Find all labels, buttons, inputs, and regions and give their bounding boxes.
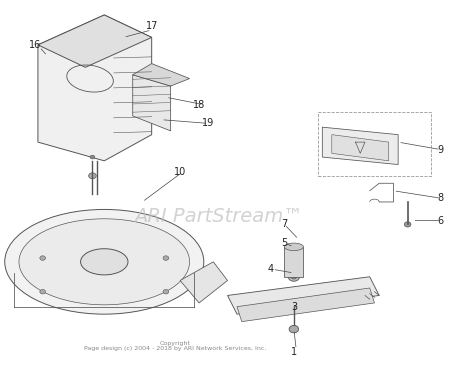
- Circle shape: [289, 325, 299, 333]
- Text: 17: 17: [146, 21, 158, 31]
- Text: 10: 10: [174, 167, 186, 177]
- Text: 19: 19: [202, 119, 215, 128]
- Circle shape: [291, 275, 297, 279]
- Text: Copyright
Page design (c) 2004 - 2018 by ARI Network Services, Inc.: Copyright Page design (c) 2004 - 2018 by…: [84, 341, 266, 351]
- Polygon shape: [284, 247, 303, 277]
- Polygon shape: [38, 15, 152, 161]
- Polygon shape: [322, 127, 398, 165]
- Text: 18: 18: [193, 100, 205, 110]
- Text: 6: 6: [438, 216, 444, 226]
- Polygon shape: [332, 135, 389, 161]
- Circle shape: [40, 256, 46, 260]
- Circle shape: [40, 289, 46, 294]
- Polygon shape: [228, 277, 379, 314]
- Circle shape: [89, 173, 96, 179]
- Polygon shape: [237, 288, 374, 322]
- Text: 3: 3: [291, 302, 297, 312]
- Text: 1: 1: [291, 347, 297, 356]
- Ellipse shape: [19, 219, 190, 305]
- Text: 16: 16: [29, 40, 42, 50]
- Text: 8: 8: [438, 193, 444, 203]
- Circle shape: [404, 222, 411, 227]
- Ellipse shape: [284, 243, 303, 251]
- Text: 4: 4: [267, 264, 273, 274]
- Ellipse shape: [5, 209, 204, 314]
- Polygon shape: [133, 75, 171, 131]
- Ellipse shape: [81, 249, 128, 275]
- Polygon shape: [38, 15, 152, 67]
- Circle shape: [163, 289, 169, 294]
- Text: 5: 5: [281, 238, 288, 248]
- Circle shape: [163, 256, 169, 260]
- Circle shape: [90, 155, 95, 159]
- Polygon shape: [180, 262, 228, 303]
- Text: 9: 9: [438, 145, 444, 154]
- Text: ARI PartStream™: ARI PartStream™: [134, 208, 302, 226]
- Text: 7: 7: [281, 220, 288, 229]
- Polygon shape: [133, 64, 190, 86]
- Circle shape: [288, 272, 300, 281]
